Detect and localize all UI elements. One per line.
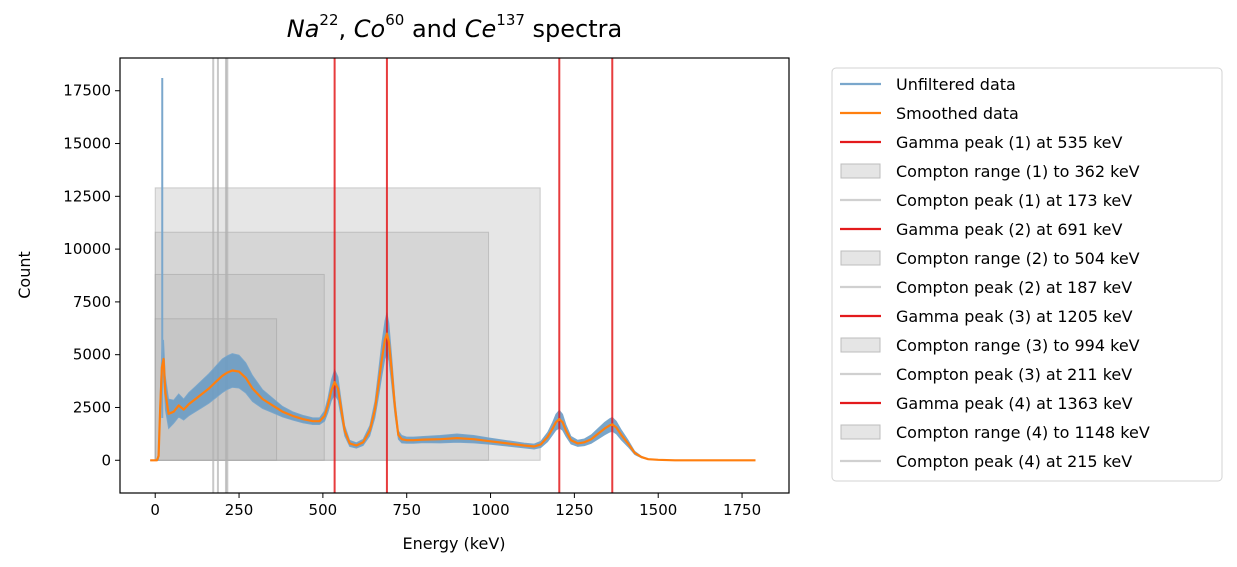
smoothed-data-line (150, 332, 756, 462)
legend-label: Gamma peak (2) at 691 keV (896, 220, 1123, 239)
x-axis-label: Energy (keV) (402, 534, 505, 553)
legend-label: Gamma peak (3) at 1205 keV (896, 307, 1133, 326)
legend-label: Compton range (3) to 994 keV (896, 336, 1140, 355)
title-element-2: Co (353, 15, 386, 43)
y-axis: 0 2500 5000 7500 10000 12500 15000 17500 (63, 82, 120, 469)
legend-label: Compton range (4) to 1148 keV (896, 423, 1150, 442)
y-tick-label: 5000 (73, 346, 111, 364)
y-axis-label: Count (15, 251, 34, 299)
legend-entry: Compton range (2) to 504 keV (840, 249, 1140, 268)
y-tick-label: 12500 (63, 187, 111, 205)
legend-label: Compton peak (2) at 187 keV (896, 278, 1132, 297)
y-tick-label: 7500 (73, 293, 111, 311)
legend-swatch (840, 163, 881, 179)
legend-label: Compton range (2) to 504 keV (896, 249, 1140, 268)
legend-entry: Smoothed data (840, 104, 1019, 123)
legend-label: Compton range (1) to 362 keV (896, 162, 1140, 181)
legend-entry: Compton peak (2) at 187 keV (840, 278, 1132, 297)
legend-label: Compton peak (1) at 173 keV (896, 191, 1132, 210)
x-tick-label: 0 (150, 501, 160, 519)
x-tick-label: 750 (392, 501, 421, 519)
title-separator-1: , (338, 15, 354, 43)
y-tick-label: 15000 (63, 135, 111, 153)
legend-label: Compton peak (4) at 215 keV (896, 452, 1132, 471)
legend-entry: Gamma peak (1) at 535 keV (840, 133, 1123, 152)
title-mass-number-2: 60 (385, 11, 405, 29)
plot-frame (119, 57, 790, 494)
legend-entry: Gamma peak (3) at 1205 keV (840, 307, 1133, 326)
x-axis: 0 250 500 750 1000 1250 1500 1750 (150, 493, 761, 519)
unfiltered-data-band (150, 312, 756, 461)
legend-label: Gamma peak (4) at 1363 keV (896, 394, 1133, 413)
title-tail: spectra (524, 15, 623, 43)
x-tick-label: 1750 (723, 501, 761, 519)
plot-area (150, 58, 756, 493)
legend-entry: Compton range (4) to 1148 keV (840, 423, 1150, 442)
title-mass-number-3: 137 (496, 11, 525, 29)
legend-label: Compton peak (3) at 211 keV (896, 365, 1132, 384)
legend-label: Unfiltered data (896, 75, 1016, 94)
x-tick-label: 1500 (639, 501, 677, 519)
chart-title: Na22, Co60 and Ce137 spectra (120, 11, 789, 43)
x-tick-label: 500 (309, 501, 338, 519)
legend-swatch (840, 337, 881, 353)
legend-entry: Compton peak (3) at 211 keV (840, 365, 1132, 384)
title-element-1: Na (286, 15, 320, 43)
y-tick-label: 0 (101, 451, 111, 469)
legend-entry: Compton range (3) to 994 keV (840, 336, 1140, 355)
title-mass-number-1: 22 (319, 11, 339, 29)
legend-box (831, 67, 1223, 482)
y-tick-label: 2500 (73, 398, 111, 416)
title-separator-2: and (404, 15, 465, 43)
x-tick-label: 1250 (555, 501, 593, 519)
title-element-3: Ce (464, 15, 497, 43)
legend-entry: Unfiltered data (840, 75, 1016, 94)
compton-range-4 (154, 187, 541, 461)
x-tick-label: 1000 (471, 501, 509, 519)
x-tick-label: 250 (225, 501, 254, 519)
legend-swatch (840, 424, 881, 440)
legend: Unfiltered data Smoothed data Gamma peak (… (831, 67, 1223, 482)
legend-label: Smoothed data (896, 104, 1019, 123)
legend-swatch (840, 250, 881, 266)
legend-label: Gamma peak (1) at 535 keV (896, 133, 1123, 152)
legend-entry: Gamma peak (4) at 1363 keV (840, 394, 1133, 413)
legend-entry: Compton peak (4) at 215 keV (840, 452, 1132, 471)
y-tick-label: 17500 (63, 82, 111, 100)
y-tick-label: 10000 (63, 240, 111, 258)
legend-entry: Compton peak (1) at 173 keV (840, 191, 1132, 210)
legend-entry: Compton range (1) to 362 keV (840, 162, 1140, 181)
legend-entry: Gamma peak (2) at 691 keV (840, 220, 1123, 239)
